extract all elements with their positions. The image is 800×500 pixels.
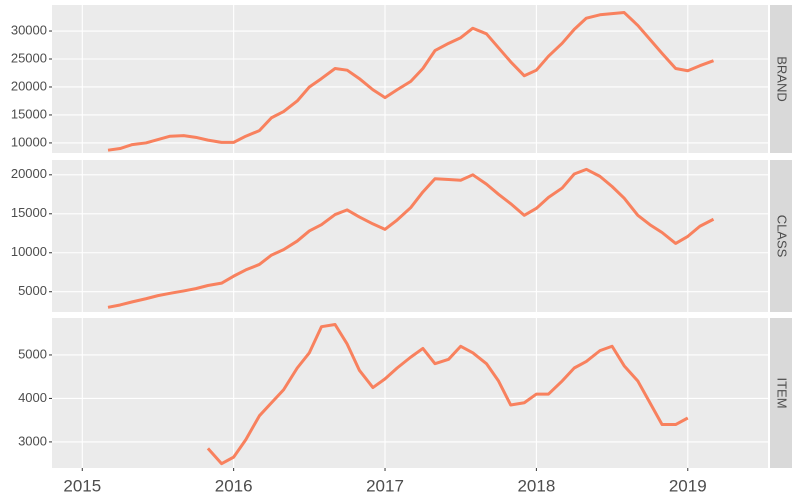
y-tick-label: 15000 <box>11 106 47 121</box>
data-line <box>107 167 715 309</box>
x-tick-label: 2019 <box>669 476 707 495</box>
y-tick-label: 10000 <box>11 134 47 149</box>
x-tick-label: 2018 <box>517 476 555 495</box>
strip-label: ITEM <box>775 377 790 408</box>
y-tick-label: 20000 <box>11 78 47 93</box>
x-tick-label: 2017 <box>366 476 404 495</box>
data-line <box>206 323 689 466</box>
x-tick-label: 2015 <box>63 476 101 495</box>
y-tick-label: 4000 <box>18 390 47 405</box>
y-tick-label: 5000 <box>18 346 47 361</box>
panel-background <box>52 5 768 153</box>
x-tick-label: 2016 <box>215 476 253 495</box>
y-tick-label: 20000 <box>11 166 47 181</box>
y-tick-label: 30000 <box>11 22 47 37</box>
strip <box>770 318 792 468</box>
panel-background <box>52 318 768 468</box>
data-line <box>107 11 715 152</box>
strip <box>770 5 792 153</box>
y-tick-label: 3000 <box>18 433 47 448</box>
panel-background <box>52 160 768 312</box>
strip-label: BRAND <box>775 56 790 102</box>
y-tick-label: 25000 <box>11 50 47 65</box>
y-tick-label: 5000 <box>18 283 47 298</box>
strip <box>770 160 792 312</box>
y-tick-label: 15000 <box>11 205 47 220</box>
y-tick-label: 10000 <box>11 244 47 259</box>
strip-label: CLASS <box>775 215 790 258</box>
